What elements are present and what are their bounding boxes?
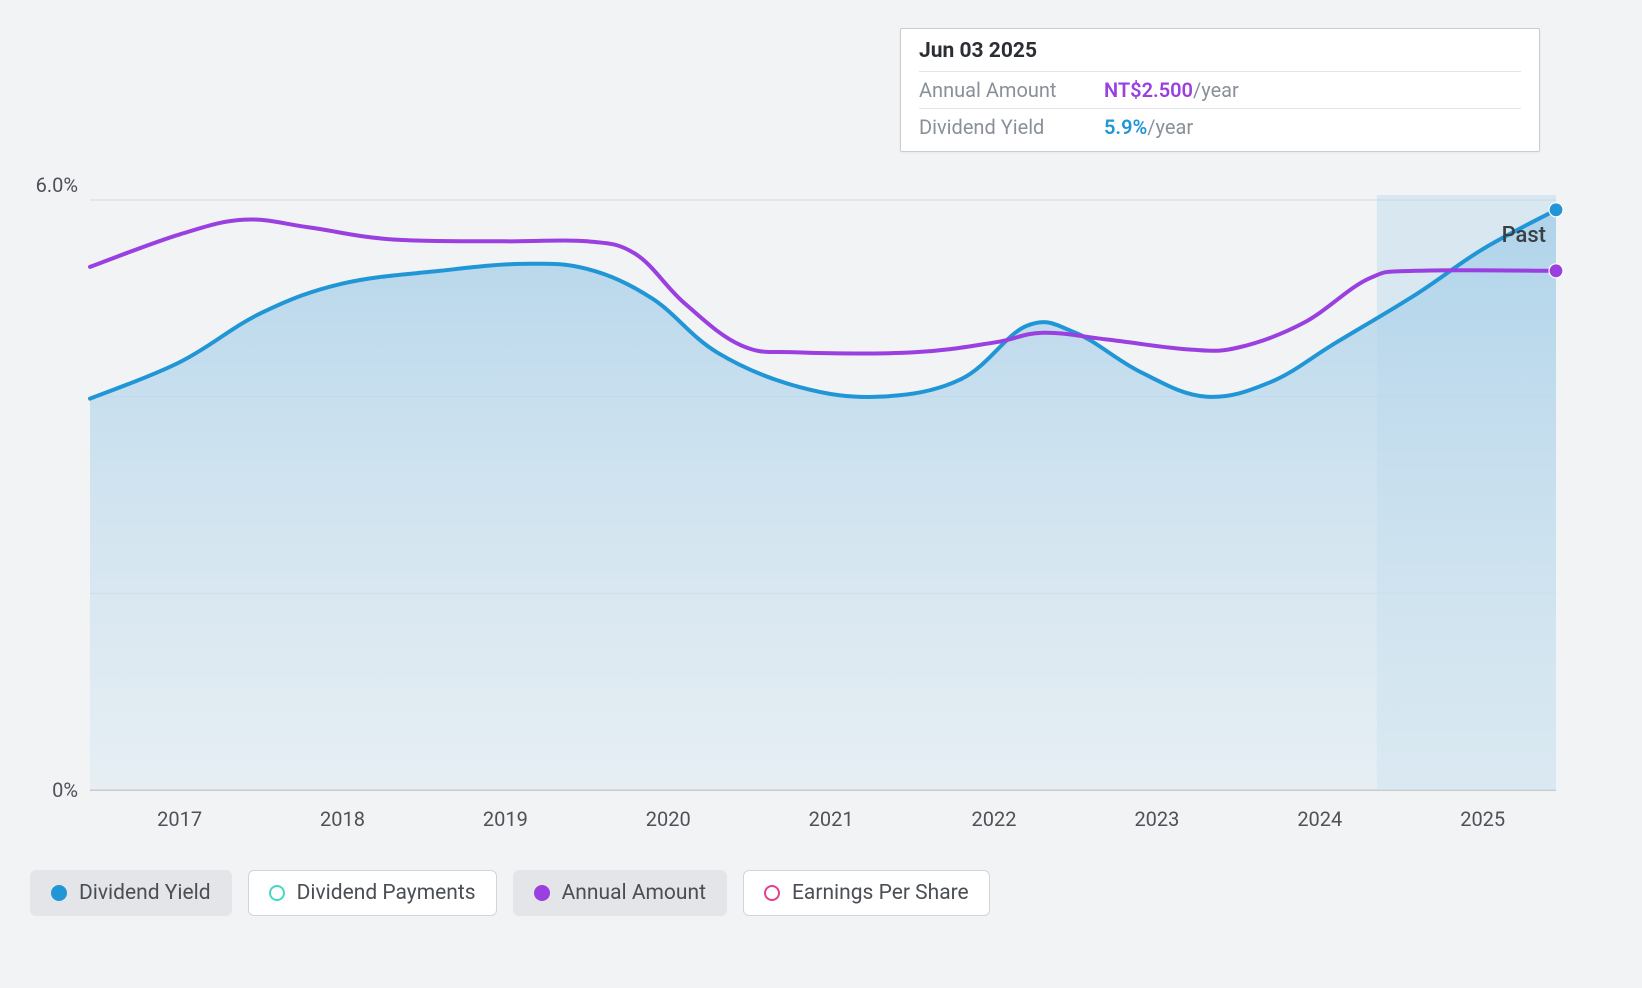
y-axis-tick-label: 0% <box>52 778 78 802</box>
tooltip-row: Annual AmountNT$2.500/year <box>919 72 1521 109</box>
legend-item-label: Earnings Per Share <box>792 881 969 905</box>
tooltip-row-label: Dividend Yield <box>919 115 1104 139</box>
x-axis-tick-label: 2017 <box>157 807 202 831</box>
x-axis-tick-label: 2018 <box>320 807 365 831</box>
series-end-marker <box>1549 203 1563 217</box>
tooltip-row-value: 5.9%/year <box>1104 115 1193 139</box>
legend-item[interactable]: Earnings Per Share <box>743 870 990 916</box>
chart-tooltip: Jun 03 2025 Annual AmountNT$2.500/yearDi… <box>900 28 1540 152</box>
legend-item-label: Annual Amount <box>562 881 706 905</box>
x-axis-tick-label: 2019 <box>483 807 528 831</box>
x-axis-tick-label: 2025 <box>1460 807 1505 831</box>
dividend-chart: 0% 6.0% Past 2017 2018 2019 2020 2021 2022 2023 20… <box>0 0 1642 988</box>
legend-item-label: Dividend Yield <box>79 881 211 905</box>
legend-item[interactable]: Annual Amount <box>513 870 727 916</box>
x-axis-tick-label: 2024 <box>1297 807 1342 831</box>
x-axis-tick-label: 2021 <box>809 807 854 831</box>
y-axis-tick-label: 6.0% <box>36 173 78 197</box>
legend-item-label: Dividend Payments <box>297 881 476 905</box>
legend-item[interactable]: Dividend Yield <box>30 870 232 916</box>
legend-marker-icon <box>51 885 67 901</box>
x-axis-tick-label: 2022 <box>972 807 1017 831</box>
x-axis-tick-label: 2023 <box>1134 807 1179 831</box>
legend-bar: Dividend Yield Dividend Payments Annual Am… <box>30 870 990 916</box>
dividend-yield-area <box>90 210 1556 790</box>
tooltip-row-label: Annual Amount <box>919 78 1104 102</box>
series-end-marker <box>1549 264 1563 278</box>
tooltip-row: Dividend Yield5.9%/year <box>919 109 1521 145</box>
legend-item[interactable]: Dividend Payments <box>248 870 497 916</box>
x-axis-tick-label: 2020 <box>646 807 691 831</box>
legend-marker-icon <box>764 885 780 901</box>
legend-marker-icon <box>534 885 550 901</box>
past-label: Past <box>1502 223 1546 248</box>
tooltip-date: Jun 03 2025 <box>919 39 1521 72</box>
tooltip-row-value: NT$2.500/year <box>1104 78 1239 102</box>
legend-marker-icon <box>269 885 285 901</box>
